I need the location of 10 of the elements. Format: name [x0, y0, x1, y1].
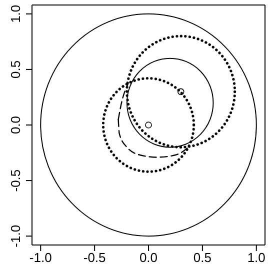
- y-tick-label: 1.0: [8, 4, 23, 23]
- y-tick-label: -1.0: [8, 224, 23, 248]
- x-tick-label: 0.5: [193, 250, 212, 266]
- y-tick-label: -0.5: [8, 169, 23, 192]
- x-tick-label: -0.5: [83, 250, 106, 266]
- y-tick-label: 0.0: [8, 116, 23, 134]
- x-tick-label: 0.0: [139, 250, 158, 266]
- x-tick-label: 1.0: [247, 250, 266, 266]
- y-tick-label: 0.5: [8, 60, 23, 78]
- x-tick-label: -1.0: [29, 250, 52, 266]
